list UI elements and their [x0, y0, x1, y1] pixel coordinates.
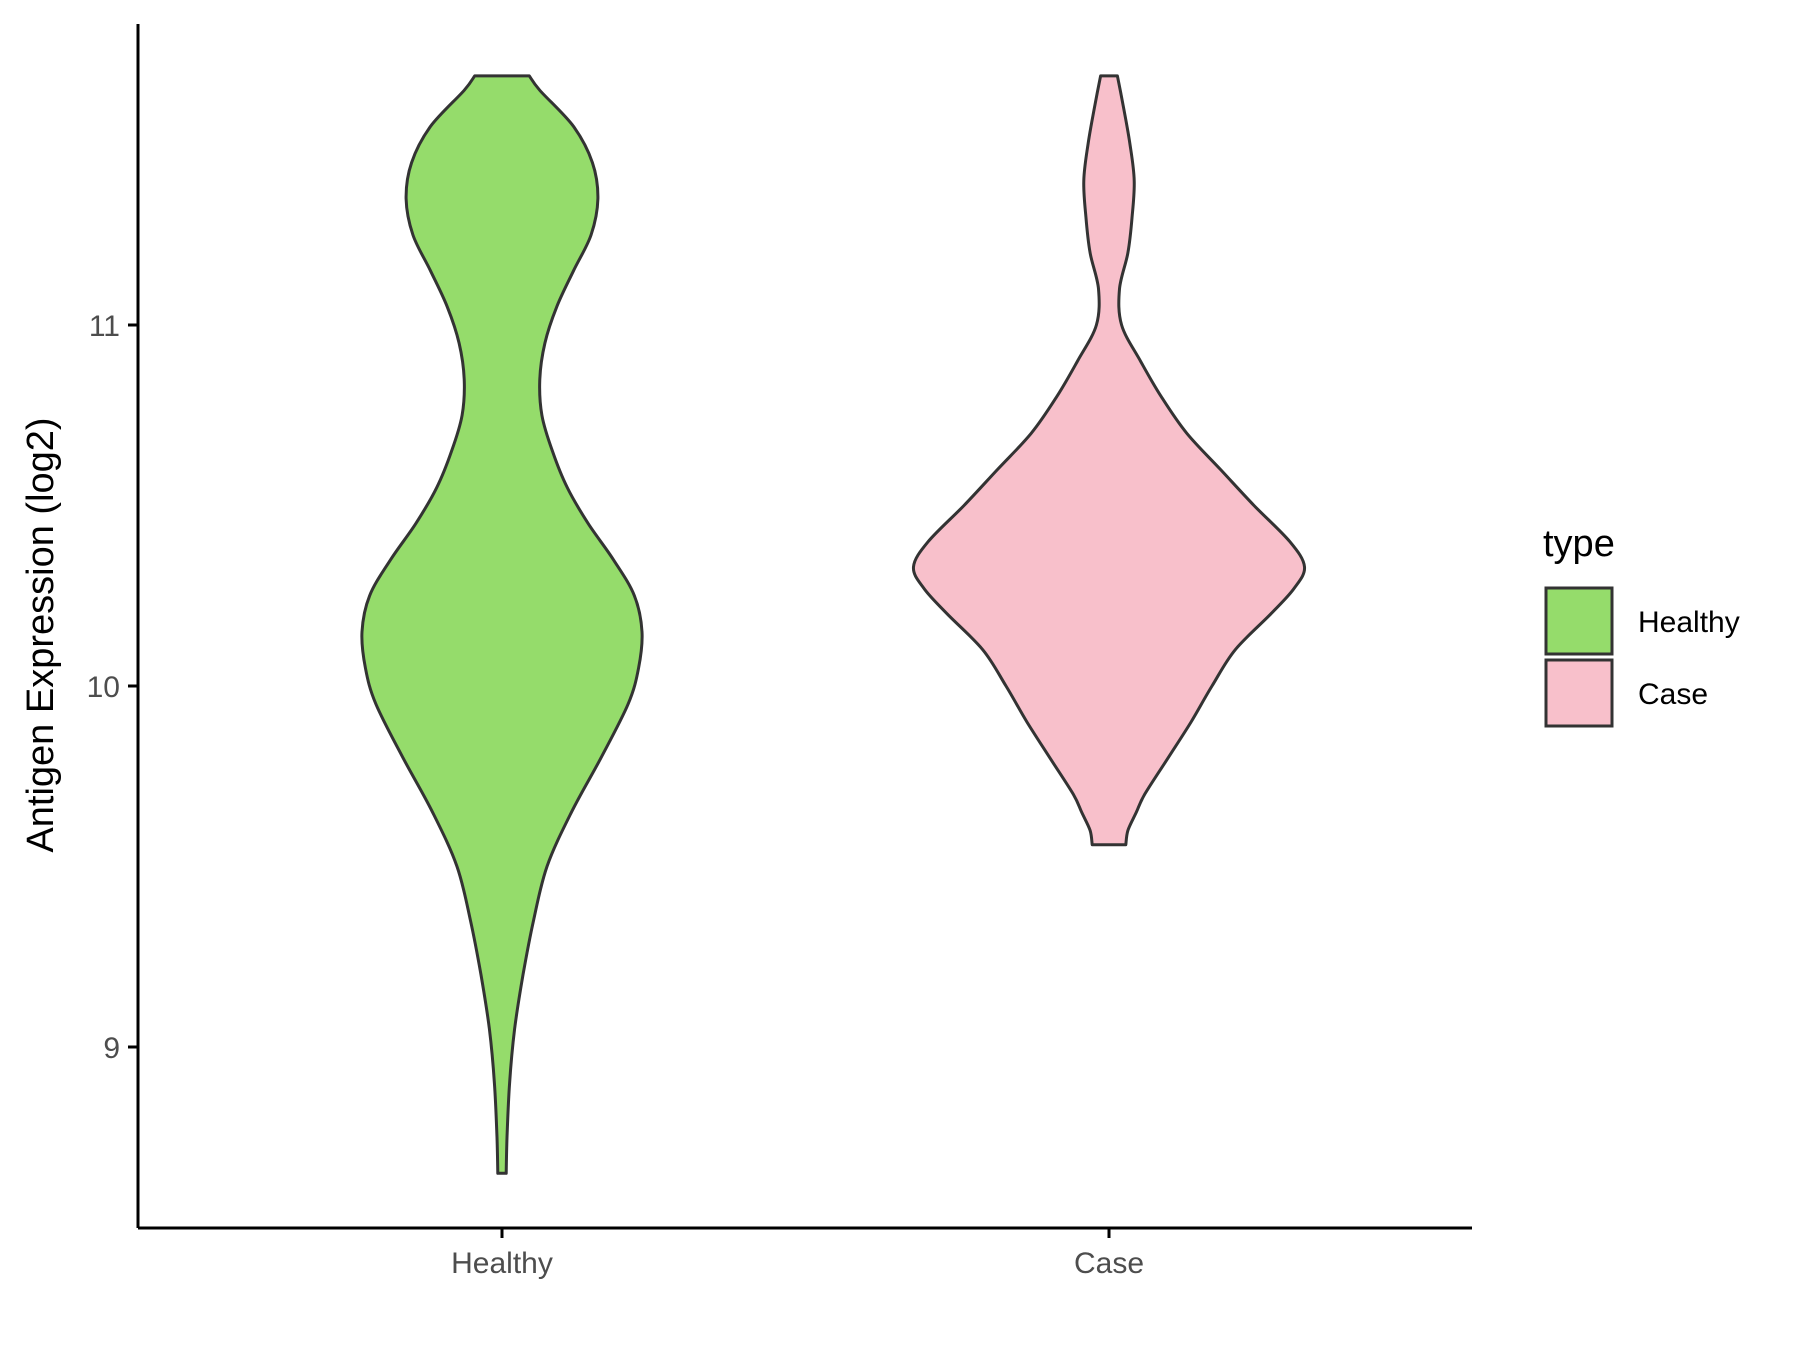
legend-title: type — [1543, 523, 1615, 565]
legend: type Healthy Case — [1543, 523, 1740, 728]
violin-case — [911, 74, 1307, 847]
legend-label-case: Case — [1638, 678, 1708, 711]
legend-swatch-healthy — [1544, 586, 1614, 656]
legend-swatch-case — [1544, 658, 1614, 728]
y-tick-label: 9 — [103, 1032, 120, 1065]
y-axis-title: Antigen Expression (log2) — [20, 417, 62, 852]
violins-group — [360, 74, 1307, 1175]
legend-label-healthy: Healthy — [1638, 606, 1740, 639]
x-tick-label: Case — [1074, 1247, 1144, 1280]
y-ticks-group: 9 10 11 — [87, 310, 138, 1065]
axes-group — [136, 24, 1472, 1230]
x-tick-label: Healthy — [451, 1247, 553, 1280]
x-ticks-group: Healthy Case — [451, 1228, 1144, 1280]
y-tick-label: 11 — [89, 310, 120, 343]
violin-healthy — [360, 74, 644, 1175]
y-tick-label: 10 — [87, 671, 120, 704]
